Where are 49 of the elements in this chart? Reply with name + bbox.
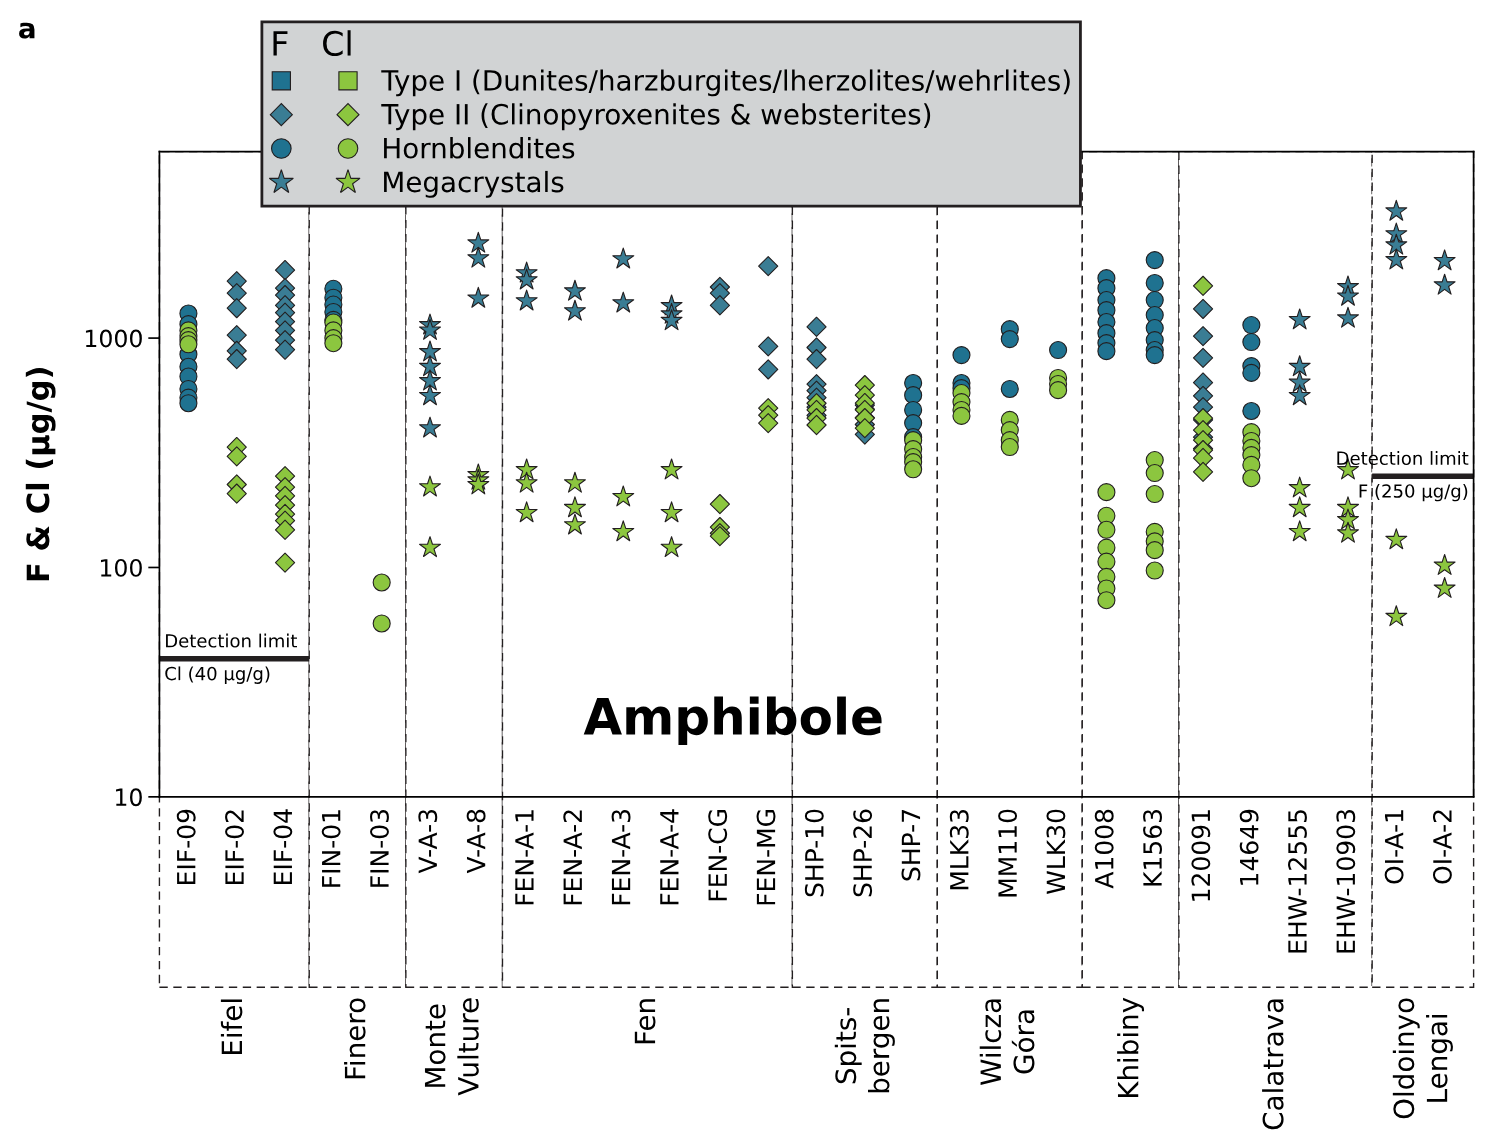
band-label: Finero <box>344 998 366 1079</box>
x-tick-label: 120091 <box>1191 810 1211 901</box>
x-tick-label: FEN-A-3 <box>611 809 631 905</box>
band-label: Spits- bergen <box>834 999 895 1093</box>
x-tick-label: MLK33 <box>949 809 969 890</box>
y-axis-title: F & Cl (µg/g) <box>25 368 56 581</box>
annotation: Amphibole <box>583 696 882 745</box>
ref-line-label: Detection limit Cl (40 µg/g) <box>165 633 297 684</box>
y-tick-label: 10 <box>116 788 142 807</box>
band-label: Monte Vulture <box>424 998 479 1096</box>
band-label: Eifel <box>220 999 243 1055</box>
band-label: Oldoinyo Lengai <box>1392 998 1453 1119</box>
x-tick-label: FIN-03 <box>370 809 389 887</box>
x-tick-label: MM110 <box>998 809 1018 897</box>
x-tick-label: EIF-02 <box>225 810 244 884</box>
x-tick-label: FIN-01 <box>321 810 341 887</box>
legend-label: Megacrystals <box>384 170 564 198</box>
band-label: Fen <box>634 999 656 1044</box>
x-tick-label: V-A-8 <box>466 809 486 874</box>
legend-label: Hornblendites <box>384 137 575 159</box>
ref-line-label: Detection limit F (250 µg/g) <box>1337 451 1469 502</box>
band-label: Calatrava <box>1262 999 1284 1130</box>
x-tick-label: OI-A-2 <box>1432 810 1452 884</box>
x-tick-label: FEN-CG <box>708 810 728 901</box>
band-label: Khibiny <box>1117 997 1145 1098</box>
legend-label: Type I (Dunites/harzburgites/lherzolites/wehrlites) <box>381 69 1070 97</box>
text: a <box>19 22 35 39</box>
x-tick-label: FEN-MG <box>756 810 776 905</box>
x-tick-label: 14649 <box>1239 809 1259 885</box>
x-tick-label: FEN-A-4 <box>660 809 679 905</box>
x-tick-label: K1563 <box>1143 809 1162 886</box>
x-tick-label: SHP-26 <box>853 809 873 897</box>
x-tick-label: EIF-04 <box>273 809 293 884</box>
x-tick-label: FEN-A-2 <box>563 810 582 905</box>
x-tick-label: EIF-09 <box>176 809 196 884</box>
x-tick-label: SHP-10 <box>804 809 824 897</box>
x-tick-label: EHW-10903 <box>1336 809 1356 953</box>
y-tick-label: 1000 <box>85 329 142 348</box>
legend-label: Type II (Clinopyroxenites & websterites) <box>381 103 931 131</box>
x-tick-label: SHP-7 <box>901 810 921 881</box>
band-label: Wilcza Góra <box>979 999 1035 1086</box>
y-tick-label: 100 <box>100 558 142 577</box>
x-tick-label: OI-A-1 <box>1384 810 1404 884</box>
x-tick-label: FEN-A-1 <box>515 810 534 905</box>
x-tick-label: EHW-12555 <box>1288 810 1307 953</box>
legend-title: F Cl <box>273 30 351 57</box>
x-tick-label: WLK30 <box>1046 809 1066 894</box>
x-tick-label: V-A-3 <box>418 809 438 874</box>
x-tick-label: A1008 <box>1094 809 1114 889</box>
